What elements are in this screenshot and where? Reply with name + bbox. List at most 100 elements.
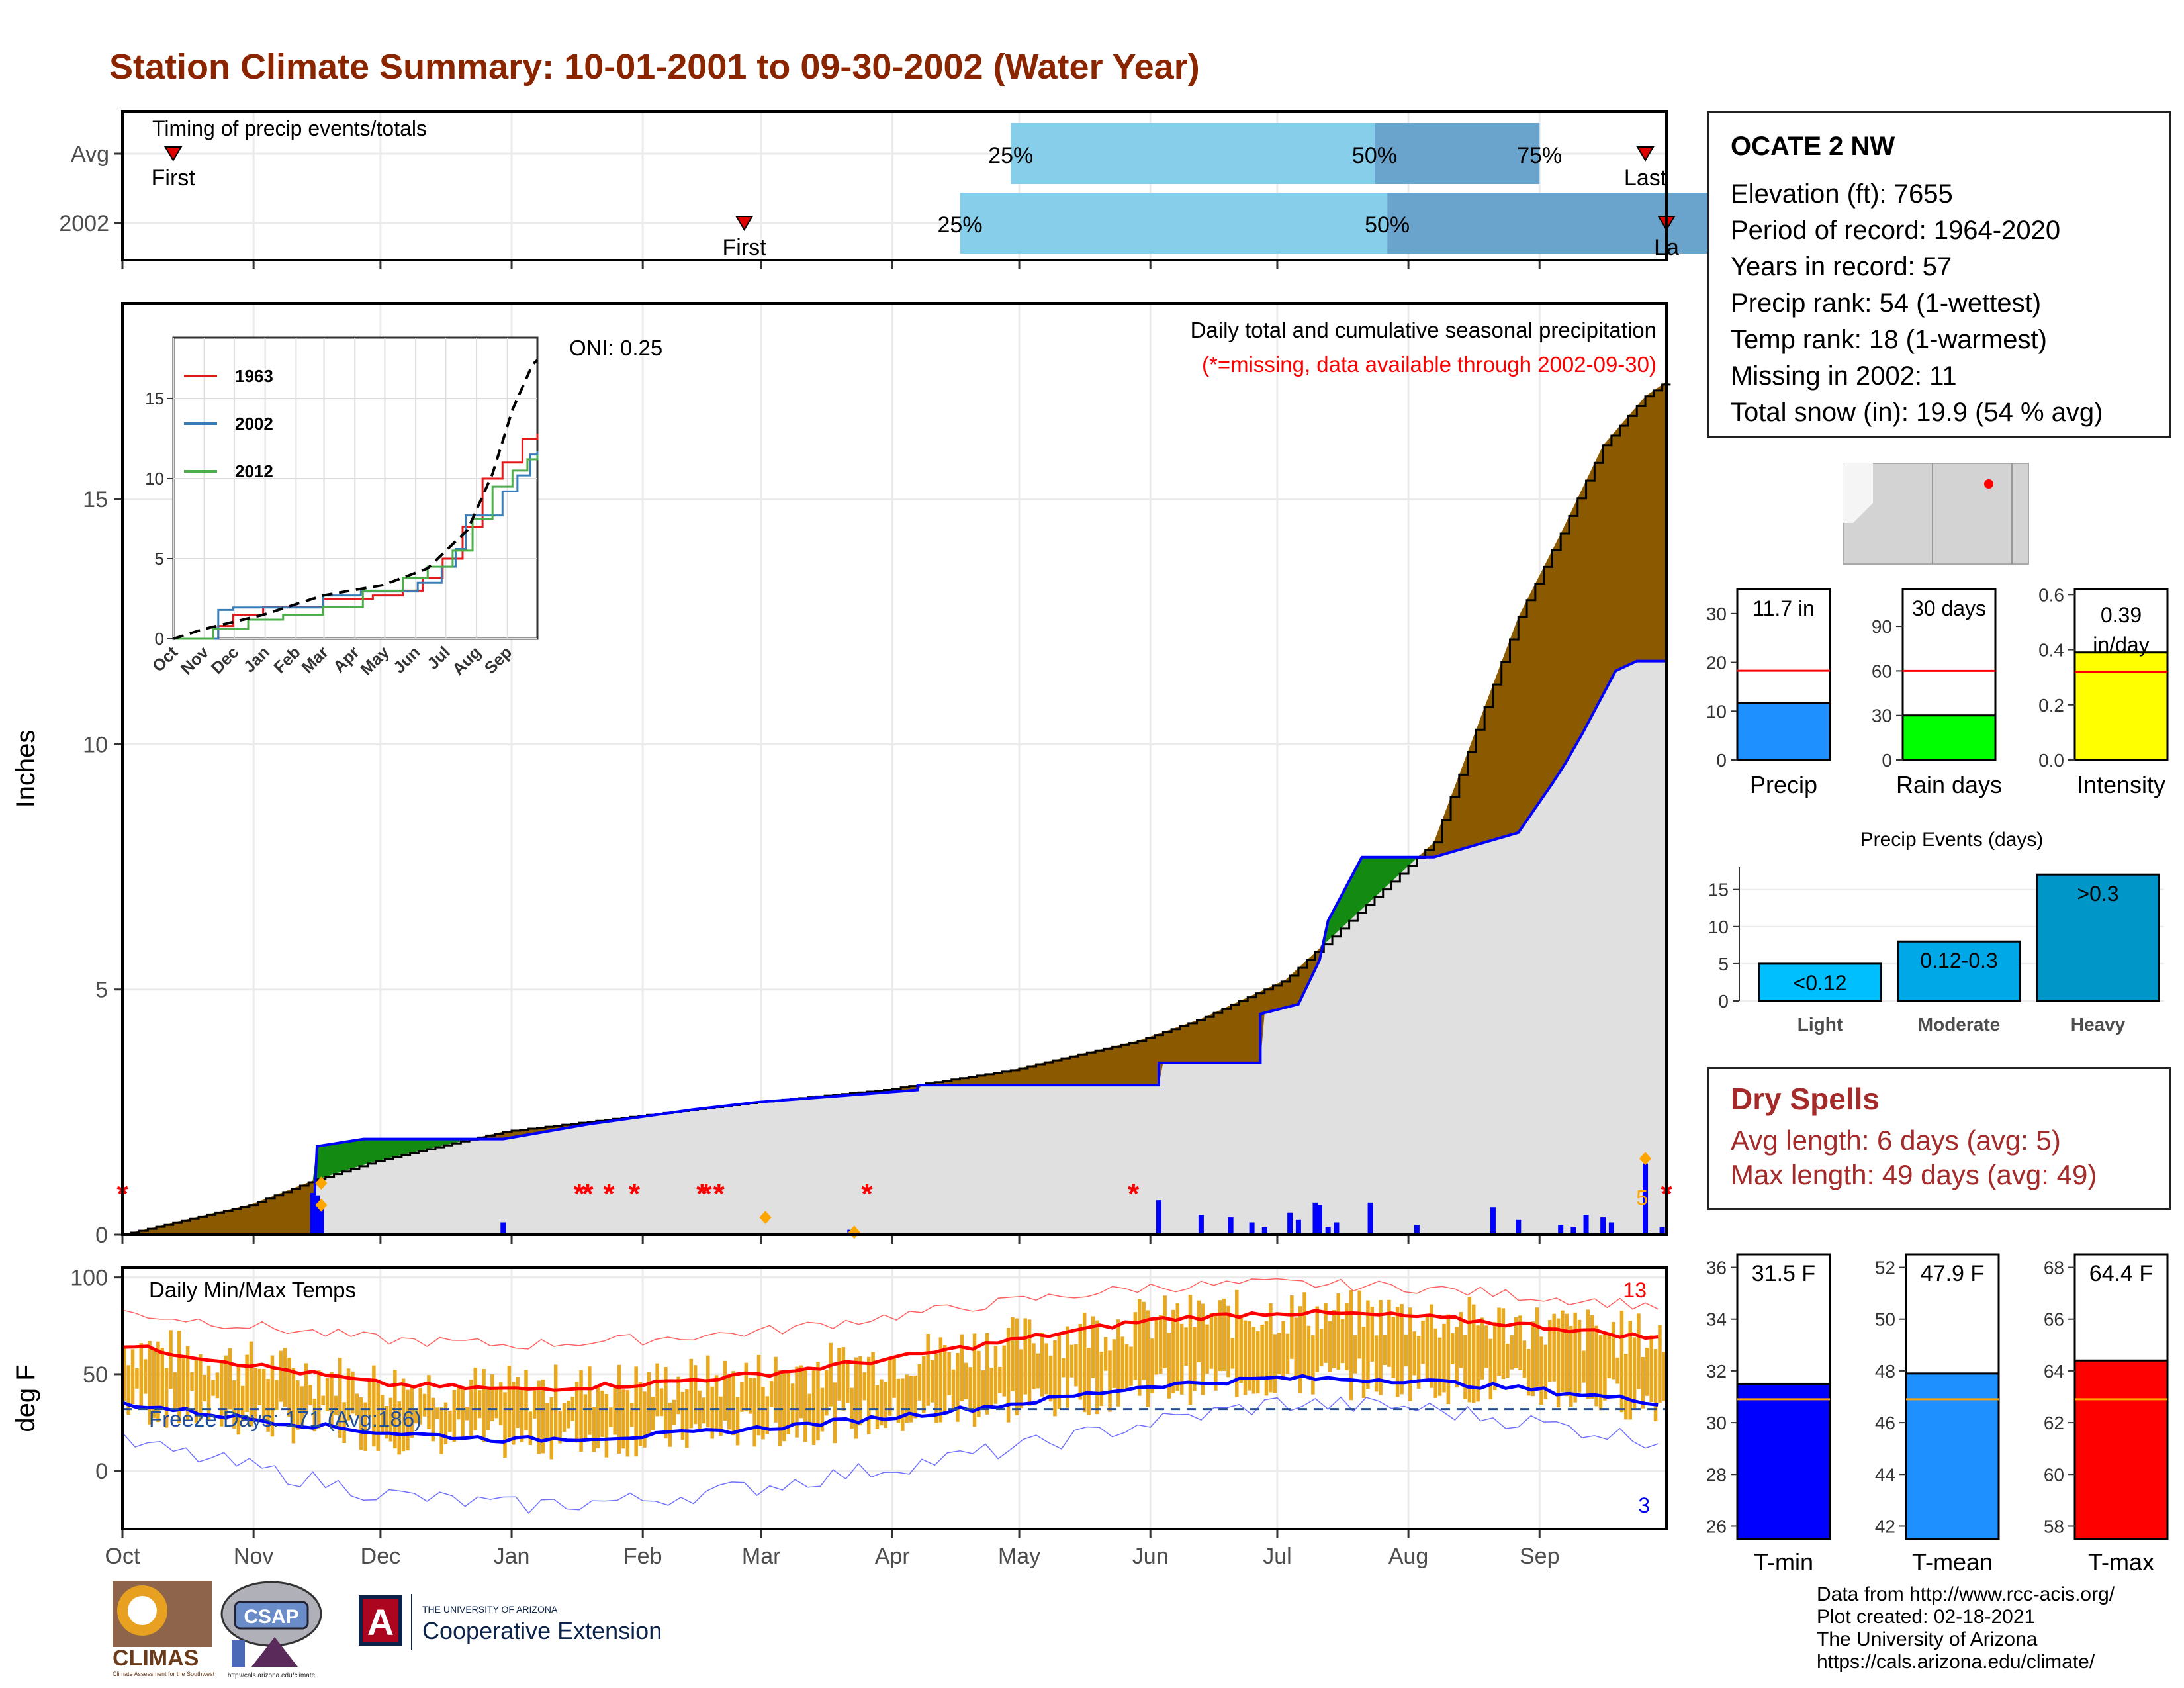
temps-daily-bar (938, 1337, 943, 1423)
gauge-ytick-label: 0.0 (2038, 750, 2064, 771)
temps-daily-bar (1069, 1344, 1074, 1378)
temp-gauge-ytick-label: 62 (2044, 1413, 2064, 1433)
temp-gauge-label: T-max (2088, 1548, 2154, 1575)
temps-daily-bar (1158, 1315, 1163, 1374)
timing-p25-label: 25% (938, 212, 983, 238)
gauge-ytick-label: 0.6 (2038, 585, 2064, 605)
temps-daily-bar (203, 1374, 206, 1402)
temps-daily-bar (892, 1357, 896, 1398)
precip-daily-bar (314, 1195, 320, 1235)
temps-daily-bar (1328, 1321, 1332, 1372)
temps-record-max-line (122, 1278, 1659, 1350)
temps-daily-bar (1437, 1337, 1442, 1396)
temps-daily-bar (291, 1368, 296, 1444)
temps-daily-bar (359, 1397, 363, 1450)
precip-missing-marker: * (701, 1178, 713, 1210)
events-ytick-label: 15 (1708, 880, 1729, 900)
temps-daily-bar (1387, 1299, 1391, 1367)
temps-daily-bar (1619, 1310, 1624, 1413)
temps-daily-bar (985, 1333, 989, 1415)
temps-xtick-label: Jan (494, 1544, 530, 1569)
temps-daily-bar (160, 1348, 165, 1409)
precip-year-line (122, 659, 1666, 1236)
gauge-value-unit: in/day (2093, 633, 2149, 657)
station-info-box: OCATE 2 NW Elevation (ft): 7655 Period o… (1707, 111, 2171, 438)
temps-daily-bar (1082, 1313, 1087, 1413)
temps-daily-bar (727, 1376, 731, 1430)
temps-daily-bar (181, 1358, 185, 1409)
events-category-label: Heavy (2071, 1014, 2126, 1035)
temps-daily-bar (1366, 1300, 1370, 1389)
temps-daily-bar (714, 1375, 719, 1429)
precip-daily-bar (1198, 1215, 1204, 1235)
temps-daily-bar (583, 1394, 588, 1442)
map-land-shape (1843, 463, 1873, 523)
temps-daily-bar (1476, 1325, 1480, 1402)
inset-series-line (173, 359, 539, 640)
temps-daily-bar (456, 1385, 461, 1420)
temps-xtick-label: Feb (623, 1544, 662, 1569)
temps-daily-bar (372, 1365, 376, 1447)
temps-daily-bar (1506, 1343, 1510, 1378)
temps-daily-bar (1138, 1299, 1142, 1396)
temps-daily-bar (1129, 1346, 1133, 1386)
temps-daily-bar (1167, 1333, 1171, 1399)
temps-daily-bar (993, 1346, 998, 1404)
temps-daily-bar (130, 1349, 135, 1404)
temps-daily-bar (989, 1367, 993, 1407)
inset-ytick-label: 15 (145, 389, 164, 408)
station-years: Years in record: 57 (1731, 252, 1952, 281)
temps-daily-bar (1124, 1344, 1129, 1389)
timing-first-label: First (152, 165, 196, 191)
temps-xtick-label: Jun (1132, 1544, 1169, 1569)
temps-daily-bar (875, 1385, 880, 1429)
temps-daily-bar (1340, 1319, 1345, 1364)
precip-missing-marker: * (1128, 1178, 1140, 1210)
temps-daily-bar (156, 1341, 160, 1423)
ua-a-icon: A (367, 1601, 394, 1643)
precip-title: Daily total and cumulative seasonal prec… (1191, 318, 1657, 342)
temps-xtick-label: Jul (1263, 1544, 1291, 1569)
station-elevation: Elevation (ft): 7655 (1731, 179, 1953, 209)
climas-logo: CLIMAS Climate Assessment for the Southw… (113, 1581, 215, 1677)
temps-daily-bar (1451, 1333, 1455, 1364)
precip-daily-bar (1287, 1212, 1293, 1235)
events-ytick-label: 5 (1718, 954, 1729, 974)
temps-daily-bar (1311, 1335, 1315, 1395)
temps-daily-bar (1501, 1308, 1506, 1380)
temps-daily-bar (1214, 1313, 1218, 1391)
precip-daily-bar (1228, 1217, 1234, 1235)
gauge-value-label: 30 days (1912, 596, 1986, 620)
temp-gauge-ytick-label: 44 (1875, 1464, 1895, 1485)
timing-bar-q1 (1011, 123, 1375, 184)
temps-daily-bar (427, 1375, 431, 1429)
temps-daily-bar (567, 1400, 570, 1429)
temps-daily-bar (1133, 1312, 1138, 1380)
inset-ytick-label: 10 (145, 469, 164, 489)
temps-daily-bar (245, 1354, 249, 1412)
temps-xtick-label: Dec (361, 1544, 400, 1569)
temps-daily-bar (964, 1362, 968, 1400)
temps-daily-bar (600, 1390, 604, 1437)
temps-daily-bar (1594, 1325, 1598, 1407)
temps-daily-bar (909, 1376, 913, 1423)
precip-missing-marker: * (713, 1178, 725, 1210)
temps-daily-bar (367, 1380, 372, 1417)
temp-gauge-ytick-label: 52 (1875, 1258, 1895, 1278)
temps-daily-bar (1552, 1313, 1556, 1382)
temp-gauge-ytick-label: 42 (1875, 1516, 1895, 1536)
temps-daily-bar (431, 1397, 435, 1442)
temps-daily-bar (829, 1342, 833, 1407)
temps-daily-bar (545, 1403, 549, 1438)
temps-daily-bar (710, 1386, 714, 1439)
timing-last-label: Last (1624, 165, 1667, 191)
temps-daily-bar (558, 1411, 562, 1444)
temps-daily-bar (947, 1352, 951, 1395)
temps-daily-bar (1345, 1303, 1349, 1371)
temps-daily-bar (422, 1393, 427, 1417)
precip-count-label: 5 (1636, 1186, 1648, 1210)
temps-daily-bar (621, 1389, 625, 1449)
temps-daily-bar (1611, 1321, 1615, 1380)
temps-daily-bar (1027, 1319, 1032, 1406)
